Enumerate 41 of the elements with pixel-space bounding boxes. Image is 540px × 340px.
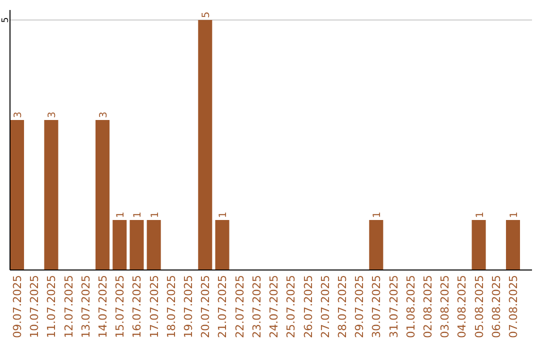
- x-tick-label: 11.07.2025: [45, 275, 58, 338]
- x-tick-label: 04.08.2025: [456, 275, 469, 338]
- x-tick-label: 02.08.2025: [421, 275, 434, 338]
- data-label: 1: [132, 212, 144, 218]
- x-tick-label: 15.07.2025: [114, 275, 127, 338]
- x-tick-label: 17.07.2025: [148, 275, 161, 338]
- x-tick-label: 30.07.2025: [370, 275, 384, 338]
- x-tick-label: 01.08.2025: [404, 275, 418, 338]
- data-label: 1: [116, 212, 127, 218]
- x-tick-label: 27.07.2025: [318, 275, 332, 338]
- x-tick-label: 29.07.2025: [353, 275, 366, 338]
- x-tick-label: 31.07.2025: [387, 275, 400, 338]
- data-label: 3: [13, 112, 24, 118]
- x-tick-label: 24.07.2025: [268, 275, 281, 338]
- x-tick-label: 22.07.2025: [233, 275, 246, 338]
- data-label: 5: [201, 12, 212, 18]
- data-label: 1: [508, 212, 520, 218]
- data-label: 1: [218, 212, 230, 218]
- x-tick-label: 16.07.2025: [130, 275, 144, 338]
- x-tick-label: 05.08.2025: [472, 275, 486, 338]
- data-label: 1: [474, 212, 486, 218]
- x-tick-label: 10.07.2025: [28, 275, 42, 338]
- data-label: 1: [150, 212, 161, 218]
- x-tick-label: 14.07.2025: [96, 275, 110, 338]
- x-tick-label: 13.07.2025: [79, 275, 92, 338]
- x-tick-label: 19.07.2025: [182, 275, 196, 338]
- x-tick-label: 03.08.2025: [438, 275, 452, 338]
- x-tick-label: 23.07.2025: [250, 275, 264, 338]
- x-tick-label: 18.07.2025: [164, 275, 178, 338]
- x-tick-label: 06.08.2025: [490, 275, 503, 338]
- data-label: 1: [372, 212, 384, 218]
- x-tick-label: 20.07.2025: [199, 275, 212, 338]
- x-tick-label: 21.07.2025: [216, 275, 230, 338]
- x-tick-label: 26.07.2025: [302, 275, 315, 338]
- data-label: 3: [47, 112, 58, 118]
- x-tick-label: 12.07.2025: [62, 275, 76, 338]
- x-tick-label: 28.07.2025: [336, 275, 349, 338]
- x-tick-label: 25.07.2025: [284, 275, 298, 338]
- x-tick-label: 09.07.2025: [11, 275, 24, 338]
- data-label: 3: [98, 112, 110, 118]
- x-tick-label: 07.08.2025: [506, 275, 520, 338]
